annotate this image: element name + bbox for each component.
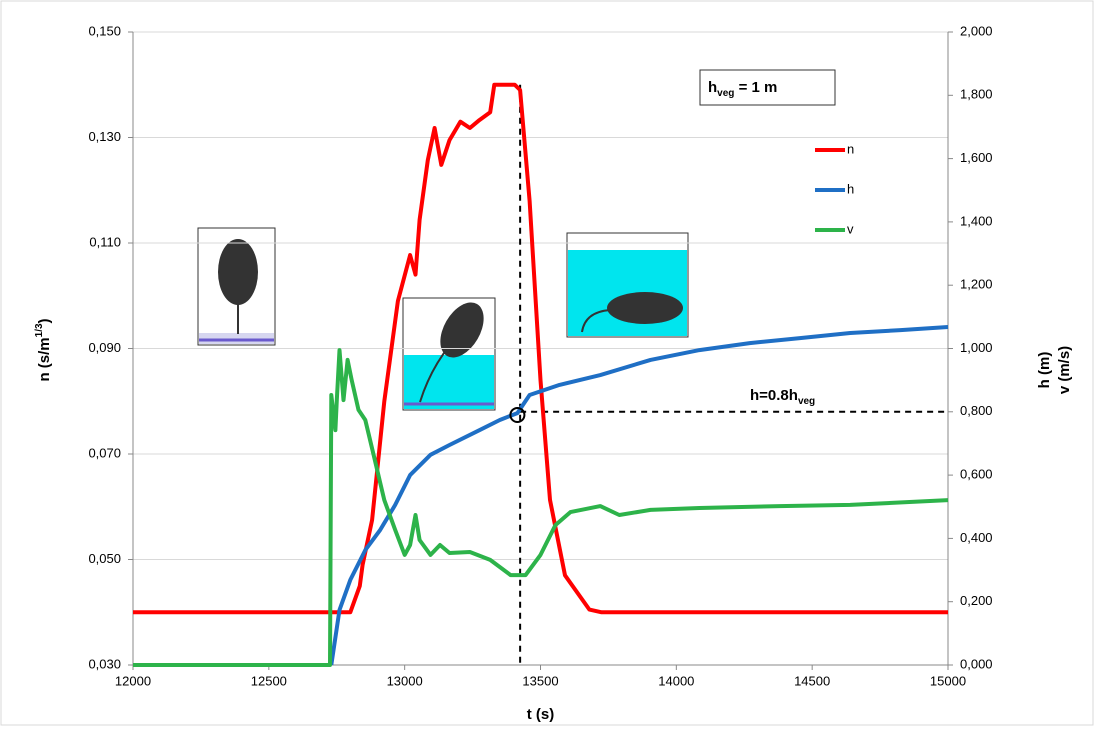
y-tick-label: 0,050	[88, 551, 121, 566]
y-tick-label: 0,070	[88, 445, 121, 460]
legend-label: n	[847, 141, 854, 156]
highlight-point	[509, 406, 526, 423]
y-tick-label: 0,150	[88, 23, 121, 38]
legend-label: v	[847, 221, 854, 236]
reference-annotation: h=0.8hveg	[750, 387, 815, 407]
y-axis-label-end: )	[36, 318, 53, 323]
icon-bending-tree	[402, 297, 496, 411]
y2-tick-label: 1,200	[960, 277, 993, 292]
y2-tick-label: 0,400	[960, 530, 993, 545]
x-tick-label: 15000	[930, 673, 966, 688]
x-axis-label: t (s)	[527, 706, 555, 723]
y-axis-label: n (s/m1/3)	[34, 318, 53, 381]
y-tick-label: 0,090	[88, 340, 121, 355]
icon-flat-tree	[566, 232, 689, 338]
reference-annotation-sub: veg	[798, 396, 815, 407]
y2-tick-label: 0,600	[960, 467, 993, 482]
box-annotation-end: = 1 m	[734, 79, 777, 96]
x-tick-label: 14500	[794, 673, 830, 688]
x-tick-label: 13000	[387, 673, 423, 688]
y2-tick-label: 1,000	[960, 340, 993, 355]
x-tick-label: 12000	[115, 673, 151, 688]
y-tick-label: 0,030	[88, 656, 121, 671]
y2-tick-label: 0,200	[960, 593, 993, 608]
x-tick-label: 12500	[251, 673, 287, 688]
y2-axis-label: v (m/s)	[1056, 346, 1073, 394]
reference-annotation-text: h=0.8h	[750, 387, 798, 404]
y2-axis-label: h (m)	[1036, 352, 1053, 389]
series-line	[133, 348, 949, 667]
y-axis-label-text: n (s/m	[36, 337, 53, 381]
y2-tick-label: 0,000	[960, 656, 993, 671]
annotation-box	[699, 69, 836, 106]
legend-label: h	[847, 181, 854, 196]
series-line	[329, 325, 949, 666]
y-tick-label: 0,110	[89, 234, 121, 249]
box-annotation: hveg = 1 m	[708, 79, 777, 99]
y2-tick-label: 0,800	[960, 403, 993, 418]
series-line	[133, 82, 948, 615]
x-tick-label: 14000	[658, 673, 694, 688]
x-tick-label: 13500	[522, 673, 558, 688]
box-annotation-text: h	[708, 79, 717, 96]
y-axis-label-sup: 1/3	[34, 323, 45, 337]
icon-dry-tree	[197, 227, 276, 346]
y2-tick-label: 1,800	[960, 87, 993, 102]
y2-tick-label: 1,400	[960, 213, 993, 228]
y-tick-label: 0,130	[88, 129, 121, 144]
y2-tick-label: 2,000	[960, 23, 993, 38]
y2-tick-label: 1,600	[960, 150, 993, 165]
box-annotation-sub: veg	[717, 88, 734, 99]
